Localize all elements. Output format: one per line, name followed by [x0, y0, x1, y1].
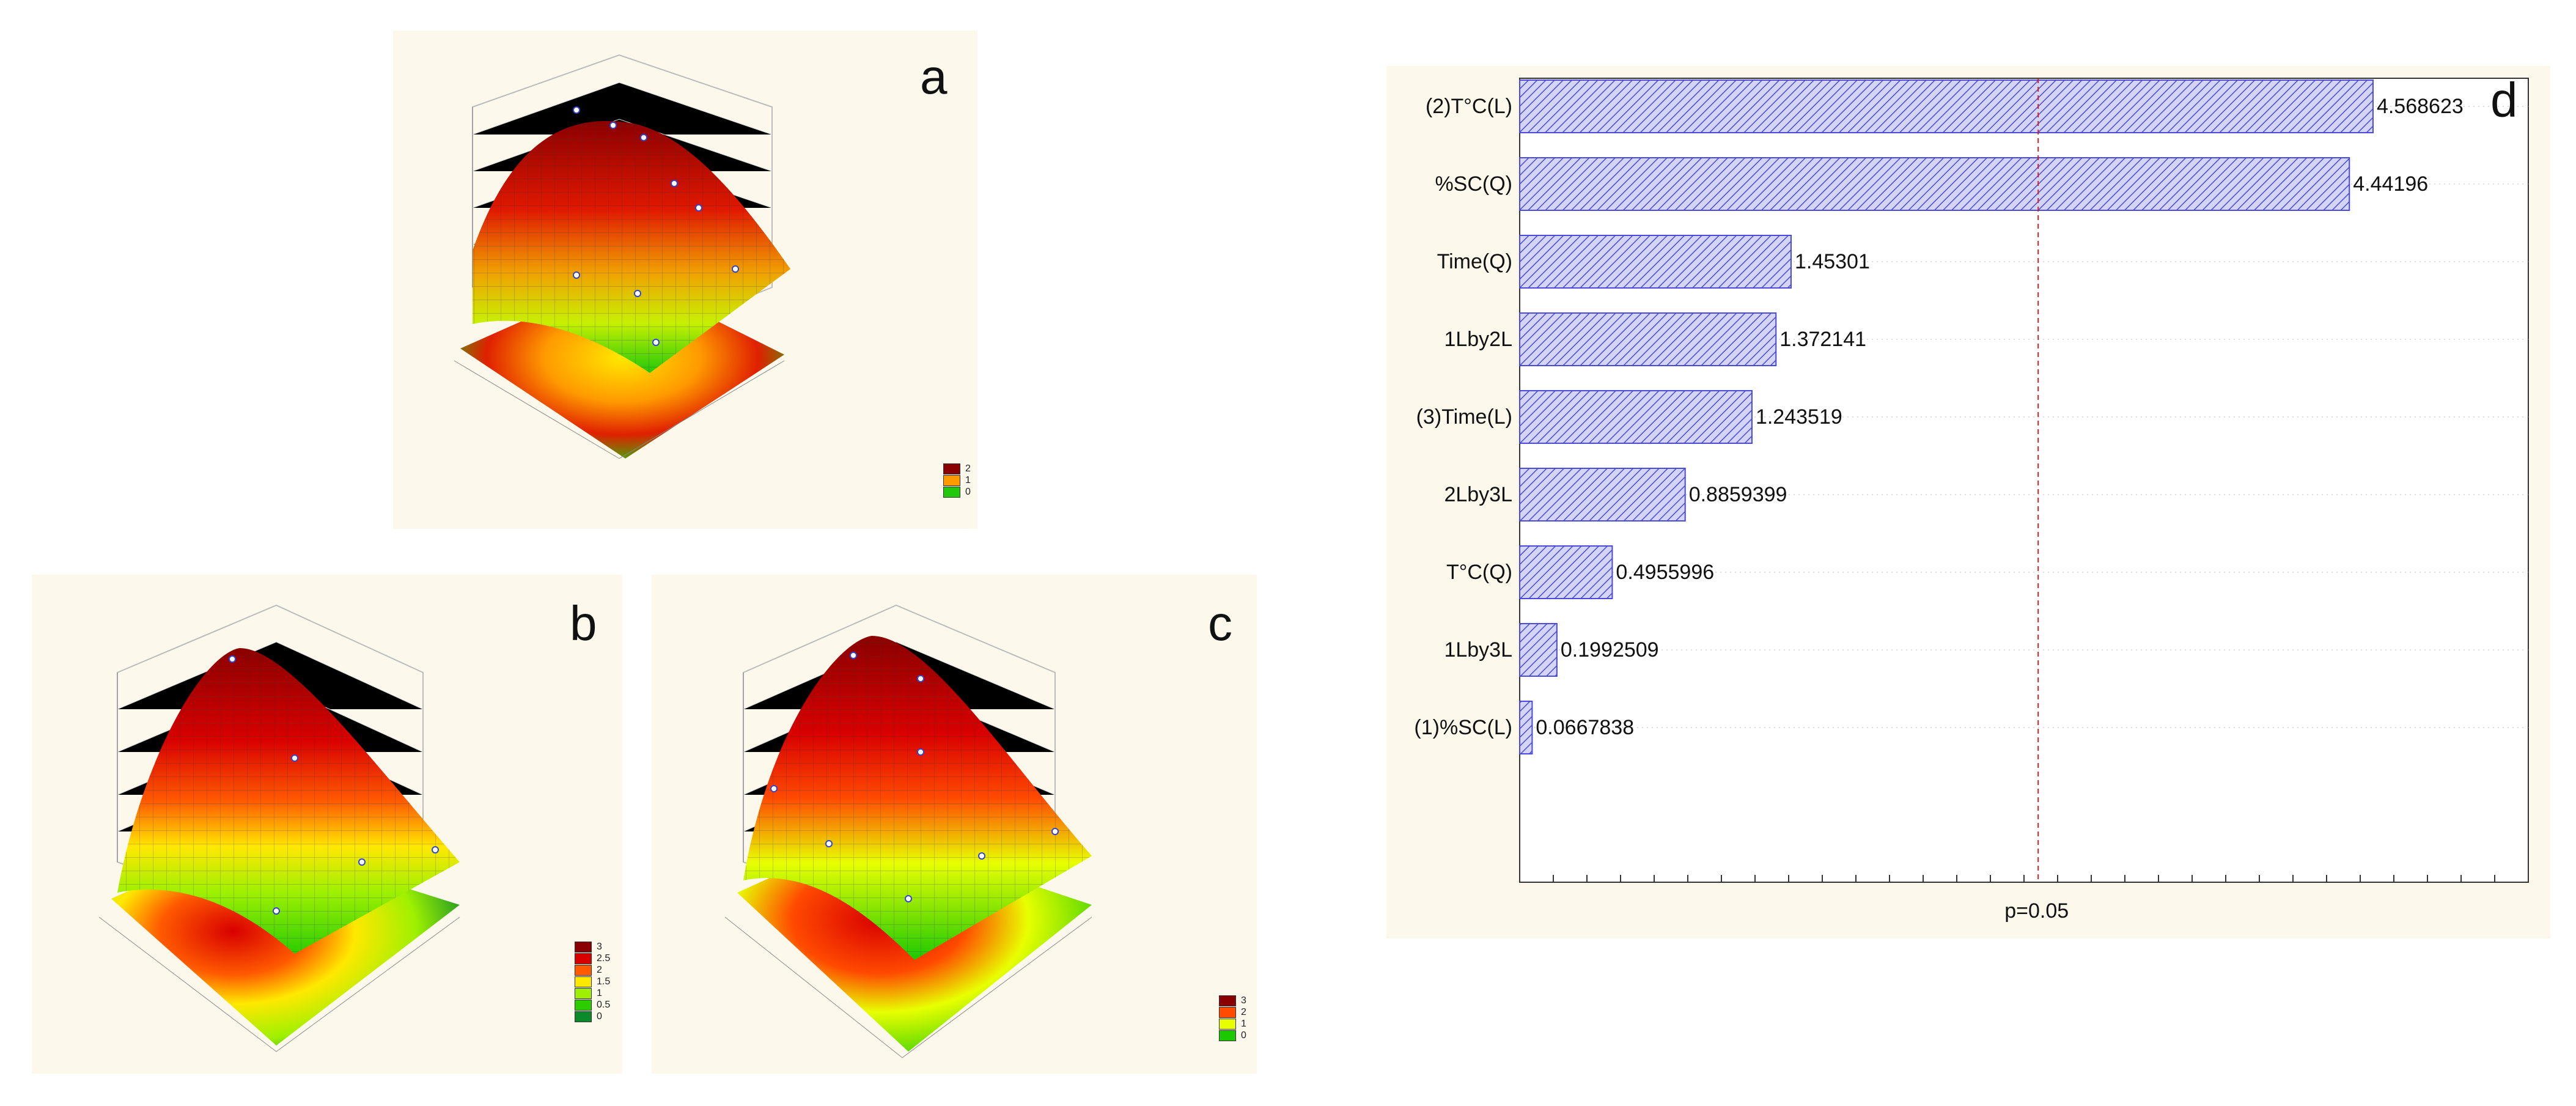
- legend-a-item: 2: [943, 463, 971, 474]
- legend-label: 3: [597, 942, 602, 952]
- legend-c-item: 1: [1219, 1019, 1246, 1030]
- bar: [1519, 235, 1792, 289]
- legend-label: 2: [965, 463, 971, 474]
- category-label: T°C(Q): [1446, 561, 1512, 584]
- bar: [1519, 623, 1558, 677]
- bar-value-label: 4.44196: [2353, 172, 2429, 196]
- panel-letter-b: b: [570, 596, 597, 651]
- legend-b-item: 1.5: [575, 976, 610, 987]
- surface-plot-c-graphic: [724, 604, 1092, 1058]
- legend-c-item: 3: [1219, 995, 1246, 1006]
- category-label: (1)%SC(L): [1414, 716, 1512, 739]
- legend-label: 1: [1241, 1019, 1246, 1029]
- bar: [1519, 390, 1753, 444]
- legend-b-item: 0.5: [575, 1000, 610, 1011]
- legend-swatch: [943, 463, 960, 474]
- bar-value-label: 1.372141: [1779, 328, 1867, 351]
- category-label: (3)Time(L): [1416, 405, 1512, 429]
- legend-b-item: 0: [575, 1011, 610, 1022]
- legend-label: 0: [597, 1011, 602, 1022]
- legend-a-item: 0: [943, 487, 971, 498]
- legend-swatch: [1219, 995, 1236, 1006]
- surface-plot-b-graphic: [98, 604, 460, 1052]
- bar-value-label: 1.243519: [1755, 405, 1842, 429]
- bar: [1519, 312, 1777, 366]
- legend-swatch: [1219, 1007, 1236, 1018]
- legend-label: 0: [1241, 1030, 1246, 1041]
- legend-swatch: [575, 942, 592, 953]
- legend-swatch: [575, 1011, 592, 1022]
- bar-value-label: 0.8859399: [1688, 483, 1787, 506]
- panel-letter-c: c: [1208, 596, 1232, 651]
- legend-swatch: [575, 988, 592, 999]
- bar: [1519, 701, 1533, 754]
- legend-c-item: 2: [1219, 1007, 1246, 1018]
- legend-a-item: 1: [943, 475, 971, 486]
- surface-plot-a-graphic: [454, 54, 790, 459]
- surface-plot-b: b 3 2.5 2 1.5 1 0.5 0: [32, 575, 622, 1074]
- legend-label: 2: [597, 965, 602, 975]
- category-label: %SC(Q): [1435, 172, 1512, 196]
- pareto-chart: d (2)T°C(L) %SC(Q) Time(Q) 1Lby2L (3)Time(L)…: [1386, 66, 2550, 938]
- legend-label: 2.5: [597, 953, 611, 964]
- legend-b: 3 2.5 2 1.5 1 0.5 0: [575, 942, 610, 1023]
- legend-label: 1: [597, 988, 602, 998]
- reference-line-label: p=0.05: [2004, 899, 2069, 923]
- legend-swatch: [575, 965, 592, 976]
- bar-value-label: 0.1992509: [1560, 638, 1659, 662]
- legend-label: 1: [965, 475, 971, 485]
- bars: [1519, 79, 2374, 754]
- legend-swatch: [1219, 1019, 1236, 1030]
- legend-label: 0.5: [597, 1000, 611, 1010]
- legend-swatch: [943, 475, 960, 486]
- legend-label: 0: [965, 487, 971, 497]
- bar: [1519, 157, 2350, 211]
- category-label: Time(Q): [1437, 250, 1512, 273]
- plot-frame: [1519, 78, 2529, 883]
- legend-swatch: [1219, 1030, 1236, 1041]
- legend-b-item: 3: [575, 942, 610, 953]
- category-label: 1Lby2L: [1444, 328, 1512, 351]
- x-ticks: [1519, 875, 2529, 882]
- legend-b-item: 2: [575, 965, 610, 976]
- legend-swatch: [575, 976, 592, 987]
- bar: [1519, 468, 1686, 522]
- bar: [1519, 79, 2374, 133]
- bar-value-label: 0.4955996: [1616, 561, 1715, 584]
- legend-b-item: 2.5: [575, 953, 610, 964]
- legend-swatch: [943, 487, 960, 498]
- legend-swatch: [575, 1000, 592, 1011]
- legend-c-item: 0: [1219, 1030, 1246, 1041]
- legend-label: 1.5: [597, 976, 611, 987]
- pareto-chart-svg: [1519, 78, 2529, 883]
- legend-label: 2: [1241, 1007, 1246, 1017]
- panel-letter-a: a: [920, 50, 948, 104]
- category-label: 2Lby3L: [1444, 483, 1512, 506]
- bar-value-label: 0.0667838: [1536, 716, 1635, 739]
- category-label: (2)T°C(L): [1425, 95, 1512, 118]
- legend-label: 3: [1241, 995, 1246, 1006]
- legend-b-item: 1: [575, 988, 610, 999]
- panel-letter-d: d: [2490, 73, 2518, 127]
- bar: [1519, 545, 1613, 599]
- legend-swatch: [575, 953, 592, 964]
- category-label: 1Lby3L: [1444, 638, 1512, 662]
- bar-value-label: 1.45301: [1794, 250, 1870, 273]
- bar-value-label: 4.568623: [2376, 95, 2464, 118]
